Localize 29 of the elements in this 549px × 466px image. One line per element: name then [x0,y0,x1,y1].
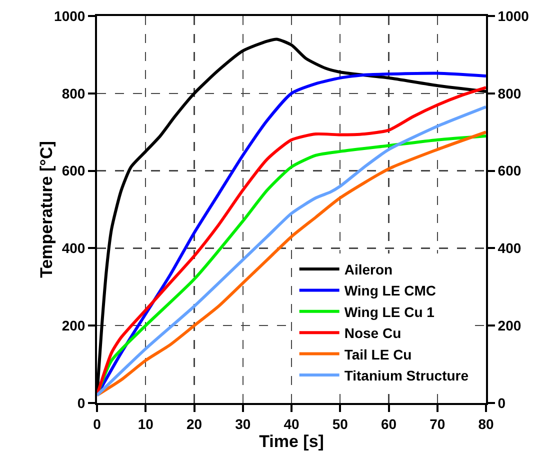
y2-tick-label: 400 [498,240,522,256]
x-tick-label: 0 [93,416,102,432]
y-tick-label: 200 [62,318,86,334]
y-tick-label: 800 [62,85,86,102]
y2-tick-label: 1000 [498,8,530,24]
y-tick-label: 1000 [54,8,86,24]
x-tick-label: 20 [186,416,202,432]
legend-label: Nose Cu [344,325,402,342]
legend-label: Wing LE Cu 1 [344,304,435,320]
x-tick-label: 50 [332,416,348,432]
legend-label: Tail LE Cu [344,346,412,362]
y-tick-label: 600 [62,162,86,179]
y-axis-title: Temperature [°C] [37,141,56,278]
x-axis-title: Time [s] [259,432,324,451]
y-tick-label: 400 [62,240,86,256]
y2-tick-label: 0 [498,394,506,411]
x-tick-label: 70 [430,416,446,432]
legend-label: Titanium Structure [344,367,469,384]
y2-tick-label: 800 [498,85,522,102]
legend-label: Wing LE CMC [344,282,436,299]
y2-tick-label: 200 [498,318,522,334]
x-tick-label: 10 [138,416,154,432]
x-tick-label: 40 [284,416,300,432]
legend-label: Aileron [344,261,393,278]
x-tick-label: 30 [235,416,251,432]
y2-tick-label: 600 [498,162,522,179]
x-tick-label: 80 [478,416,494,432]
x-tick-label: 60 [380,416,397,432]
y-tick-label: 0 [77,394,86,411]
